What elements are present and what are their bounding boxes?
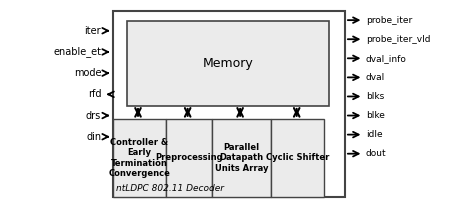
- Text: blke: blke: [365, 111, 384, 120]
- Text: dout: dout: [365, 149, 386, 158]
- Bar: [165, 119, 211, 197]
- Text: din: din: [86, 132, 101, 142]
- Text: mode: mode: [73, 68, 101, 78]
- Bar: [271, 119, 324, 197]
- Text: drs: drs: [86, 110, 101, 121]
- Text: Controller &
Early
Termination
Convergence: Controller & Early Termination Convergen…: [108, 138, 170, 178]
- Text: iter: iter: [84, 26, 101, 36]
- Bar: [112, 119, 165, 197]
- Text: ntLDPC 802.11 Decoder: ntLDPC 802.11 Decoder: [116, 184, 224, 193]
- Text: Cyclic Shifter: Cyclic Shifter: [266, 153, 329, 162]
- Text: rfd: rfd: [88, 89, 101, 99]
- Text: dval: dval: [365, 73, 384, 82]
- Text: probe_iter_vld: probe_iter_vld: [365, 35, 429, 44]
- Text: dval_info: dval_info: [365, 54, 406, 63]
- Text: probe_iter: probe_iter: [365, 16, 411, 25]
- Text: blks: blks: [365, 92, 383, 101]
- Text: Memory: Memory: [202, 57, 252, 70]
- Text: Preprocessing: Preprocessing: [154, 153, 222, 162]
- Bar: [211, 119, 271, 197]
- Text: Parallel
Datapath
Units Array: Parallel Datapath Units Array: [214, 143, 268, 173]
- Text: enable_et: enable_et: [53, 46, 101, 57]
- Text: idle: idle: [365, 130, 381, 139]
- Bar: [126, 21, 328, 106]
- Bar: [112, 11, 344, 197]
